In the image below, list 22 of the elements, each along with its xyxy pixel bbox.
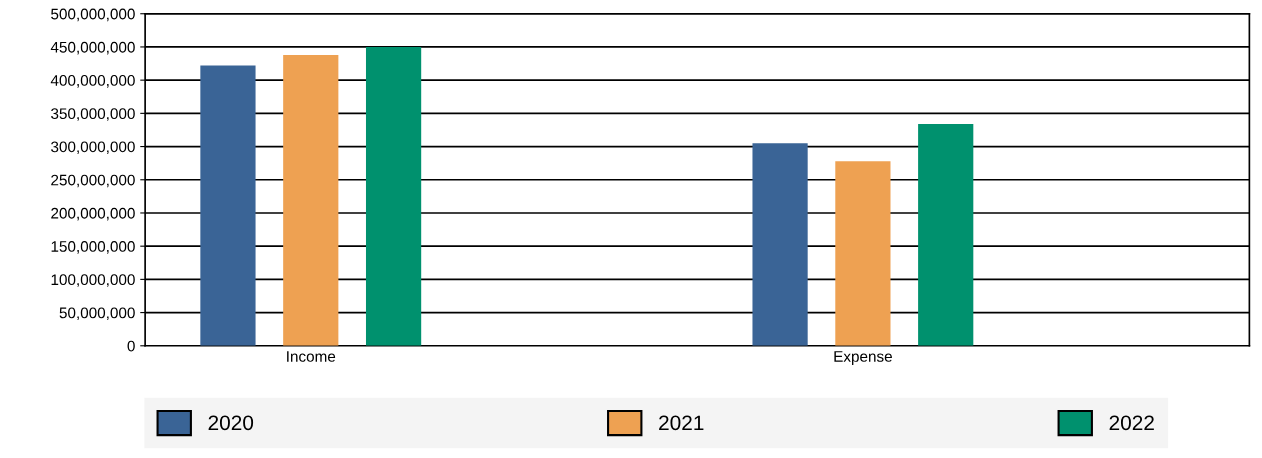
y-tick-label: 50,000,000 — [59, 307, 135, 321]
bar — [200, 65, 256, 346]
y-tick-label: 200,000,000 — [51, 207, 135, 221]
y-tick-label: 300,000,000 — [51, 141, 135, 155]
bar — [918, 123, 974, 346]
y-tick-label: 100,000,000 — [51, 274, 135, 287]
bar — [365, 46, 422, 346]
y-tick-label: 450,000,000 — [50, 41, 135, 55]
x-tick-label: Expense — [834, 351, 892, 365]
y-tick-label: 250,000,000 — [51, 174, 135, 188]
x-tick-label: Income — [287, 351, 336, 362]
legend-label: 2020 — [208, 415, 254, 431]
bar — [752, 143, 808, 346]
y-tick-label: 500,000,000 — [51, 8, 135, 22]
bar — [283, 54, 339, 346]
legend-label: 2022 — [1109, 415, 1154, 431]
legend-label: 2021 — [659, 415, 704, 431]
y-tick-label: 350,000,000 — [51, 108, 135, 121]
y-tick-label: 0 — [127, 340, 135, 352]
bar — [835, 161, 891, 346]
y-tick-label: 400,000,000 — [50, 75, 135, 88]
y-tick-label: 150,000,000 — [51, 241, 135, 254]
